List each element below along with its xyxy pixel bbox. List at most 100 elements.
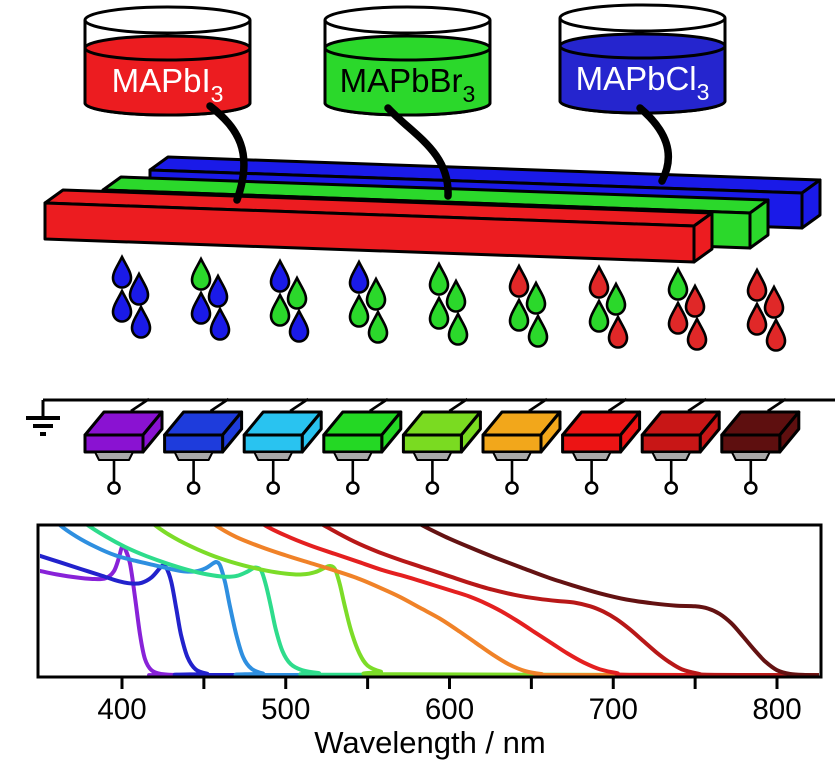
device-electrode — [571, 451, 612, 461]
spectrum-red — [263, 526, 819, 676]
droplet-group — [508, 263, 549, 348]
x-tick-label: 400 — [97, 693, 146, 726]
droplet-blue — [190, 290, 212, 325]
beakers: MAPbI3 MAPbBr3 MAPbCl3 — [83, 3, 727, 117]
device-bus-lead — [369, 397, 389, 413]
droplet-red — [746, 267, 768, 302]
droplet-red — [684, 283, 706, 318]
device-terminal — [743, 481, 758, 495]
droplet-red — [763, 284, 785, 319]
ground-symbol — [26, 400, 60, 436]
droplet-group — [190, 256, 231, 341]
droplet-blue — [348, 259, 370, 294]
device-terminal — [186, 481, 201, 495]
x-tick-label: 700 — [589, 693, 638, 726]
device-electrode — [332, 451, 373, 461]
spectrum-crimson — [321, 526, 819, 676]
liquid-surface — [323, 34, 492, 62]
device-bus-lead — [448, 397, 469, 413]
device-terminal — [584, 481, 599, 495]
device-bus-lead — [607, 397, 628, 413]
spectrum-orange — [213, 526, 819, 676]
x-axis-ticks — [120, 677, 779, 689]
droplet-green — [667, 266, 689, 301]
droplet-blue — [111, 288, 133, 323]
droplet-red — [508, 263, 530, 298]
photodetector-devices — [83, 397, 801, 495]
photodetector-crimson — [640, 397, 721, 495]
droplet-group — [269, 258, 310, 343]
device-electrode — [94, 451, 134, 461]
device-electrode — [730, 451, 771, 461]
droplet-blue — [128, 271, 150, 306]
droplet-group — [588, 264, 629, 349]
droplet-green — [348, 293, 370, 328]
chart-frame — [36, 523, 823, 679]
droplet-green — [525, 280, 547, 315]
photodetector-yellow-green — [401, 397, 482, 495]
device-bus-lead — [528, 397, 548, 413]
tube-mapbcl3 — [636, 104, 673, 185]
droplet-blue — [130, 304, 152, 339]
spectrum-blue — [40, 553, 819, 676]
device-electrode — [173, 451, 214, 461]
photodetector-violet — [83, 397, 164, 495]
photodetector-amber — [481, 397, 562, 495]
beaker-label-mapbcl3: MAPbCl3 — [576, 60, 710, 105]
beaker-mapbbr3: MAPbBr3 — [323, 5, 492, 117]
beaker-rim — [323, 5, 492, 35]
liquid-surface — [558, 32, 727, 60]
beaker-rim — [558, 3, 727, 33]
beaker-mapbcl3: MAPbCl3 — [558, 3, 727, 115]
film-bars — [43, 155, 822, 264]
x-tick-label: 500 — [261, 693, 310, 726]
photodetector-cyan — [242, 397, 323, 495]
droplet-red — [667, 300, 689, 335]
droplet-red — [765, 317, 787, 352]
device-electrode — [412, 451, 453, 461]
device-bus-lead — [289, 397, 309, 413]
photodetector-green — [322, 397, 403, 495]
spectrum-violet — [40, 544, 819, 676]
x-axis-title: Wavelength / nm — [314, 725, 545, 760]
droplet-blue — [207, 273, 229, 308]
droplet-green — [447, 311, 469, 346]
photodetector-blue — [163, 397, 244, 495]
device-bus-lead — [209, 397, 230, 413]
beaker-mapbi3: MAPbI3 — [83, 5, 252, 117]
droplet-green — [365, 276, 387, 311]
device-bus-lead — [687, 397, 707, 413]
device-terminal — [345, 481, 360, 495]
tube-mapbbr3 — [384, 104, 452, 200]
droplet-green — [605, 281, 627, 316]
droplet-green — [428, 295, 450, 330]
x-axis-tick-labels: 400 500 600 700 800 — [97, 693, 801, 726]
detector-array — [26, 397, 835, 495]
device-terminal — [107, 481, 121, 495]
device-electrode — [651, 451, 692, 461]
photodetector-red — [561, 397, 642, 495]
device-terminal — [664, 481, 679, 495]
droplet-blue — [209, 306, 231, 341]
liquid-surface — [83, 34, 252, 62]
device-bus-lead — [130, 397, 150, 413]
droplet-green — [428, 261, 450, 296]
droplet-green — [367, 309, 389, 344]
spectra-curves — [40, 526, 819, 676]
droplet-green — [269, 292, 291, 327]
beaker-label-mapbi3: MAPbI3 — [112, 62, 224, 107]
absorbance-chart: 400 500 600 700 800 Wavelength / nm — [36, 523, 823, 760]
droplet-green — [508, 297, 530, 332]
droplet-blue — [288, 308, 310, 343]
droplet-green — [286, 275, 308, 310]
device-terminal — [266, 481, 281, 495]
droplet-group — [746, 267, 787, 352]
droplet-blue — [269, 258, 291, 293]
droplet-blue — [111, 254, 133, 289]
film-mapbi3 — [43, 188, 714, 264]
beaker-label-mapbbr3: MAPbBr3 — [340, 62, 476, 107]
device-bus-lead — [767, 397, 787, 413]
droplet-green — [190, 256, 212, 291]
tube-mapbi3 — [206, 102, 248, 204]
